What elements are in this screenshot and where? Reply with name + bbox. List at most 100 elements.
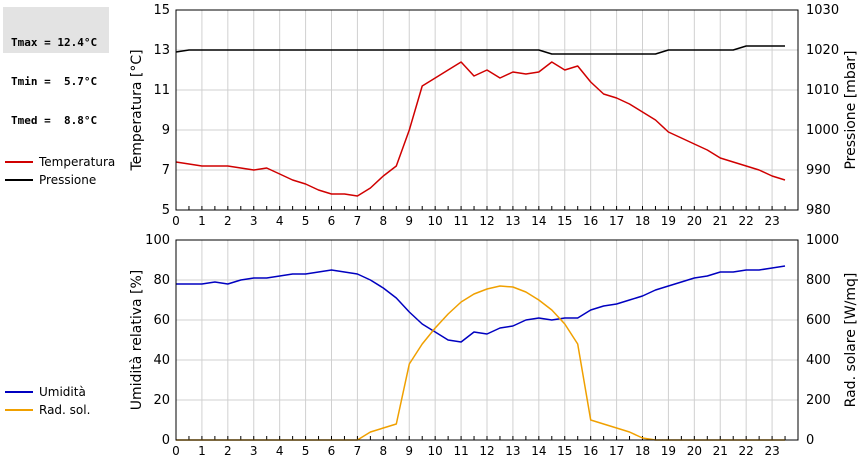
top-x-tick-label: 11 xyxy=(453,214,468,228)
top-x-tick-label: 20 xyxy=(687,214,702,228)
bottom-x-tick-label: 22 xyxy=(739,444,754,458)
bottom-left-tick-label: 40 xyxy=(153,353,170,368)
top-right-tick-label: 1030 xyxy=(806,3,839,18)
legend-item-radsol: Rad. sol. xyxy=(5,401,90,419)
top-frame xyxy=(175,9,799,211)
top-left-tick-label: 5 xyxy=(162,203,170,218)
legend-label-radsol: Rad. sol. xyxy=(39,403,91,417)
top-x-tick-label: 19 xyxy=(661,214,676,228)
bottom-right-tick-label: 600 xyxy=(806,313,831,328)
top-series-0-line xyxy=(175,61,786,197)
bottom-x-tick-label: 18 xyxy=(635,444,650,458)
top-x-tick-label: 18 xyxy=(635,214,650,228)
bottom-x-tick-label: 1 xyxy=(198,444,206,458)
legend-swatch-umidita xyxy=(5,391,33,393)
bottom-x-tick-label: 7 xyxy=(354,444,362,458)
legend-bottom: Umidità Rad. sol. xyxy=(5,383,90,419)
bottom-series-1-line xyxy=(176,285,785,441)
top-left-tick-label: 15 xyxy=(153,3,170,18)
bottom-x-tick-label: 19 xyxy=(661,444,676,458)
top-x-tick-label: 12 xyxy=(479,214,494,228)
bottom-right-tick-label: 200 xyxy=(806,393,831,408)
top-left-tick-label: 7 xyxy=(162,163,170,178)
bottom-frame xyxy=(175,239,799,441)
bottom-left-tick-label: 100 xyxy=(145,233,170,248)
legend-label-umidita: Umidità xyxy=(39,385,86,399)
bottom-x-tick-label: 17 xyxy=(609,444,624,458)
legend-top: Temperatura Pressione xyxy=(5,153,115,189)
bottom-right-tick-label: 0 xyxy=(806,433,814,448)
bottom-right-tick-label: 400 xyxy=(806,353,831,368)
bottom-x-tick-label: 8 xyxy=(380,444,388,458)
legend-item-umidita: Umidità xyxy=(5,383,90,401)
stats-box: Tmax = 12.4°C Tmin = 5.7°C Tmed = 8.8°C xyxy=(3,7,109,127)
top-x-tick-label: 23 xyxy=(764,214,779,228)
bottom-x-tick-label: 4 xyxy=(276,444,284,458)
top-right-tick-label: 1000 xyxy=(806,123,839,138)
bottom-x-tick-label: 11 xyxy=(453,444,468,458)
legend-label-temperatura: Temperatura xyxy=(39,155,116,169)
bottom-left-tick-label: 0 xyxy=(162,433,170,448)
top-right-tick-label: 1010 xyxy=(806,83,839,98)
tmax-text: Tmax = 12.4°C xyxy=(11,36,98,49)
top-left-tick-label: 13 xyxy=(153,43,170,58)
top-x-tick-label: 8 xyxy=(380,214,388,228)
bottom-x-tick-label: 6 xyxy=(328,444,336,458)
top-x-tick-label: 3 xyxy=(250,214,258,228)
bottom-x-tick-label: 14 xyxy=(531,444,546,458)
bottom-x-tick-label: 3 xyxy=(250,444,258,458)
bottom-x-tick-label: 9 xyxy=(405,444,413,458)
top-x-tick-label: 9 xyxy=(405,214,413,228)
bottom-x-tick-label: 21 xyxy=(713,444,728,458)
top-x-tick-label: 5 xyxy=(302,214,310,228)
top-left-tick-label: 11 xyxy=(153,83,170,98)
legend-label-pressione: Pressione xyxy=(39,173,97,187)
bottom-x-tick-label: 13 xyxy=(505,444,520,458)
tmin-text: Tmin = 5.7°C xyxy=(11,75,98,88)
top-x-tick-label: 21 xyxy=(713,214,728,228)
bottom-x-tick-label: 0 xyxy=(172,444,180,458)
bottom-x-tick-label: 12 xyxy=(479,444,494,458)
bottom-x-tick-label: 2 xyxy=(224,444,232,458)
top-left-axis-label: Temperatura [°C] xyxy=(129,49,145,171)
legend-item-temperatura: Temperatura xyxy=(5,153,115,171)
top-x-tick-label: 13 xyxy=(505,214,520,228)
top-x-tick-label: 6 xyxy=(328,214,336,228)
tmed-text: Tmed = 8.8°C xyxy=(11,114,98,127)
legend-swatch-radsol xyxy=(5,409,33,411)
bottom-series-0-line xyxy=(176,265,786,343)
bottom-right-tick-label: 1000 xyxy=(806,233,839,248)
legend-swatch-temperatura xyxy=(5,161,33,163)
top-x-tick-label: 2 xyxy=(224,214,232,228)
bottom-left-tick-label: 80 xyxy=(153,273,170,288)
bottom-left-axis-label: Umidità relativa [%] xyxy=(129,270,145,411)
legend-swatch-pressione xyxy=(5,179,33,181)
bottom-left-tick-label: 60 xyxy=(153,313,170,328)
top-x-tick-label: 10 xyxy=(428,214,443,228)
top-x-tick-label: 17 xyxy=(609,214,624,228)
legend-item-pressione: Pressione xyxy=(5,171,115,189)
top-right-axis-label: Pressione [mbar] xyxy=(843,50,859,169)
top-x-tick-label: 7 xyxy=(354,214,362,228)
top-series-1-line xyxy=(175,45,785,55)
bottom-x-tick-label: 5 xyxy=(302,444,310,458)
top-x-tick-label: 1 xyxy=(198,214,206,228)
bottom-right-axis-label: Rad. solare [W/mq] xyxy=(843,273,859,408)
top-right-tick-label: 1020 xyxy=(806,43,839,58)
bottom-x-tick-label: 15 xyxy=(557,444,572,458)
top-x-tick-label: 0 xyxy=(172,214,180,228)
bottom-x-tick-label: 23 xyxy=(764,444,779,458)
top-x-tick-label: 16 xyxy=(583,214,598,228)
bottom-x-tick-label: 16 xyxy=(583,444,598,458)
top-right-tick-label: 980 xyxy=(806,203,831,218)
top-x-tick-label: 22 xyxy=(739,214,754,228)
bottom-right-tick-label: 800 xyxy=(806,273,831,288)
top-x-tick-label: 4 xyxy=(276,214,284,228)
bottom-left-tick-label: 20 xyxy=(153,393,170,408)
top-right-tick-label: 990 xyxy=(806,163,831,178)
bottom-x-tick-label: 20 xyxy=(687,444,702,458)
bottom-x-tick-label: 10 xyxy=(428,444,443,458)
top-x-tick-label: 15 xyxy=(557,214,572,228)
top-left-tick-label: 9 xyxy=(162,123,170,138)
